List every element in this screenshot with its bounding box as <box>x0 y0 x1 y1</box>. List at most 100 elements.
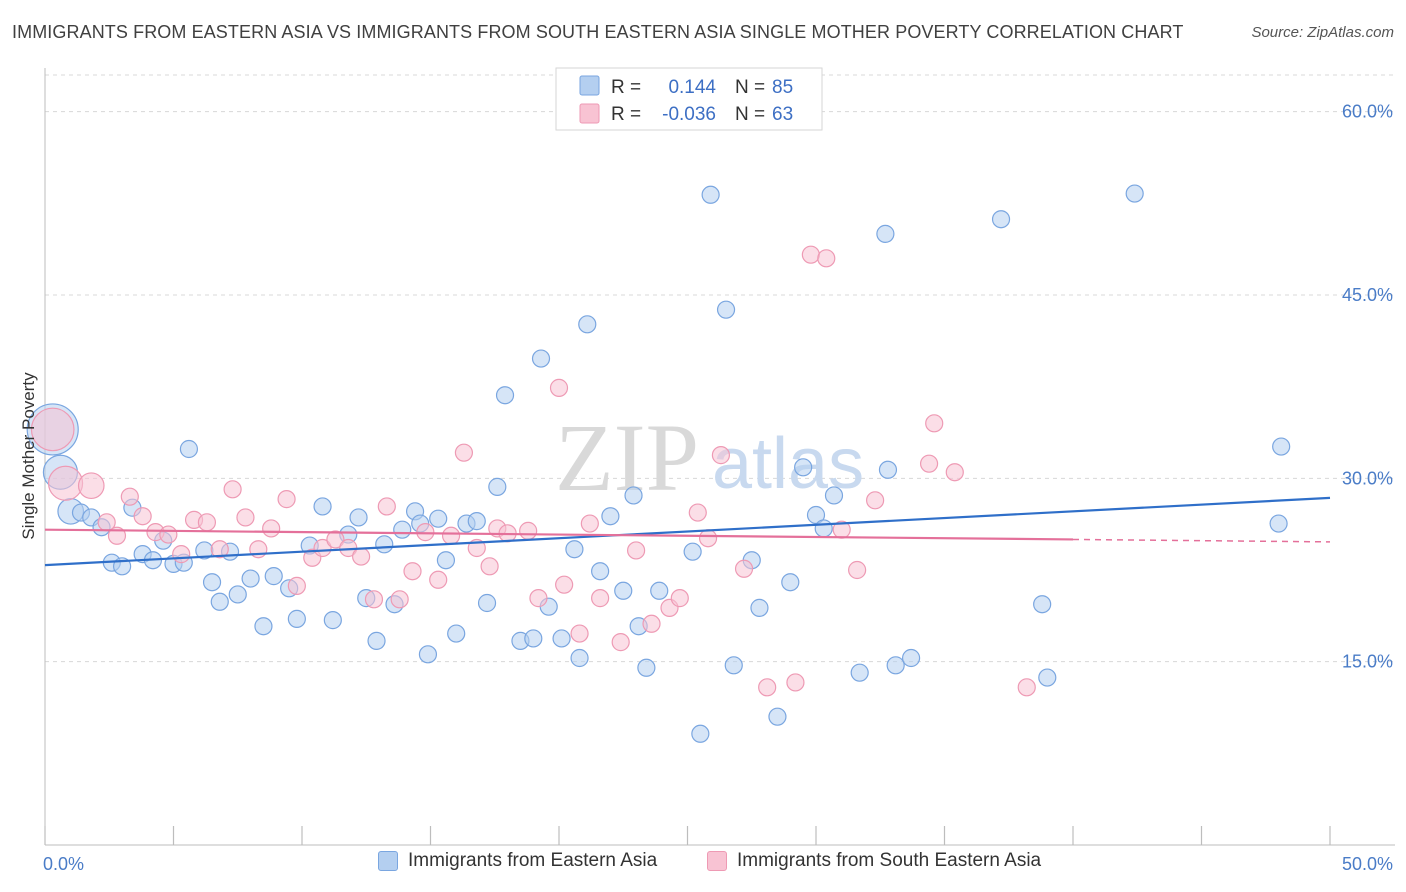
y-tick-label: 45.0% <box>1342 285 1393 305</box>
data-point-south-eastern-asia <box>133 507 152 526</box>
trend-line-extension-south-eastern-asia <box>1072 538 1331 543</box>
series-swatch-pink <box>707 851 727 871</box>
data-point-eastern-asia <box>624 486 643 505</box>
data-point-south-eastern-asia <box>172 545 191 564</box>
data-point-south-eastern-asia <box>377 497 396 516</box>
data-point-south-eastern-asia <box>591 589 610 608</box>
data-point-eastern-asia <box>228 585 247 604</box>
data-point-south-eastern-asia <box>364 590 384 609</box>
legend-n-label-2: N = <box>735 104 765 125</box>
data-point-eastern-asia <box>824 486 844 505</box>
data-point-eastern-asia <box>467 512 486 531</box>
y-tick-label: 60.0% <box>1342 102 1393 122</box>
data-point-eastern-asia <box>367 631 386 650</box>
tick-labels: 15.0% 30.0% 45.0% 60.0% 0.0% 50.0% <box>43 102 1393 874</box>
series-label-eastern-asia: Immigrants from Eastern Asia <box>408 850 658 871</box>
data-point-south-eastern-asia <box>626 541 646 560</box>
data-point-south-eastern-asia <box>817 249 836 268</box>
data-point-eastern-asia <box>876 224 895 243</box>
data-point-south-eastern-asia <box>519 521 538 540</box>
data-point-eastern-asia <box>886 656 905 675</box>
legend-n-label-1: N = <box>735 77 765 98</box>
data-point-eastern-asia <box>814 519 833 538</box>
data-point-south-eastern-asia <box>313 538 332 558</box>
data-point-south-eastern-asia <box>866 491 885 510</box>
data-point-south-eastern-asia <box>197 513 217 532</box>
series-legend-item-eastern-asia: Immigrants from Eastern Asia <box>378 850 657 872</box>
data-point-south-eastern-asia <box>287 576 306 595</box>
data-point-south-eastern-asia <box>642 614 661 633</box>
data-point-eastern-asia <box>794 458 813 477</box>
data-point-eastern-asia <box>488 477 507 496</box>
x-tick-label: 0.0% <box>43 854 84 874</box>
data-point-eastern-asia <box>495 386 515 405</box>
data-point-eastern-asia <box>287 609 306 628</box>
data-point-eastern-asia <box>683 542 702 561</box>
series-label-south-eastern-asia: Immigrants from South Eastern Asia <box>737 850 1042 871</box>
data-point-south-eastern-asia <box>441 526 461 545</box>
source-credit: Source: ZipAtlas.com <box>1251 24 1394 41</box>
data-point-eastern-asia <box>901 648 921 668</box>
data-point-eastern-asia <box>254 617 273 636</box>
data-point-south-eastern-asia <box>429 570 448 589</box>
data-point-eastern-asia <box>524 629 543 648</box>
data-point-eastern-asia <box>878 460 898 479</box>
data-point-eastern-asia <box>323 611 342 630</box>
data-point-south-eastern-asia <box>688 503 707 522</box>
trend-line-south-eastern-asia <box>44 528 1074 541</box>
data-point-south-eastern-asia <box>1017 678 1036 697</box>
series-legend: Immigrants from Eastern Asia Immigrants … <box>0 850 1406 880</box>
data-point-south-eastern-asia <box>570 624 589 643</box>
data-point-eastern-asia <box>724 656 743 675</box>
y-tick-label: 30.0% <box>1342 468 1393 488</box>
data-point-south-eastern-asia <box>801 245 820 264</box>
data-point-south-eastern-asia <box>47 465 84 501</box>
legend-r-label-1: R = <box>611 77 641 98</box>
data-point-eastern-asia <box>313 497 332 516</box>
data-point-eastern-asia <box>701 185 720 204</box>
data-point-eastern-asia <box>781 573 800 592</box>
legend-swatch-pink <box>579 103 600 124</box>
data-point-eastern-asia <box>614 581 633 600</box>
data-point-eastern-asia <box>691 724 710 743</box>
data-point-eastern-asia <box>768 707 787 726</box>
chart-title: IMMIGRANTS FROM EASTERN ASIA VS IMMIGRAN… <box>12 22 1184 42</box>
data-point-eastern-asia <box>1269 514 1288 533</box>
data-point-eastern-asia <box>806 505 826 525</box>
data-point-south-eastern-asia <box>758 678 777 697</box>
data-point-south-eastern-asia <box>580 514 599 533</box>
data-point-south-eastern-asia <box>698 529 718 548</box>
data-point-eastern-asia <box>850 663 869 682</box>
data-point-eastern-asia <box>202 573 222 592</box>
data-point-south-eastern-asia <box>786 673 805 692</box>
data-point-south-eastern-asia <box>403 562 422 581</box>
data-point-south-eastern-asia <box>529 589 548 608</box>
data-point-eastern-asia <box>991 210 1011 229</box>
zipatlas-watermark: ZIP atlas <box>555 404 864 511</box>
data-point-south-eastern-asia <box>107 526 127 545</box>
data-point-eastern-asia <box>601 507 620 526</box>
data-point-eastern-asia <box>565 540 584 559</box>
legend-swatch-blue <box>579 75 600 96</box>
series-swatch-blue <box>378 851 398 871</box>
trend-line-eastern-asia <box>44 496 1331 567</box>
data-point-eastern-asia <box>570 648 589 668</box>
data-point-eastern-asia <box>429 509 448 528</box>
stats-legend: R = 0.144 N = 85 R = -0.036 N = 63 <box>555 67 823 131</box>
data-point-eastern-asia <box>1272 437 1291 456</box>
data-point-south-eastern-asia <box>223 480 242 499</box>
data-point-eastern-asia <box>1038 668 1057 687</box>
data-point-south-eastern-asia <box>236 508 255 527</box>
y-axis-label: Single Mother Poverty <box>19 372 38 540</box>
data-point-south-eastern-asia <box>549 378 569 397</box>
data-point-south-eastern-asia <box>945 463 964 482</box>
data-point-eastern-asia <box>591 562 610 581</box>
trend-lines <box>44 496 1331 567</box>
data-point-eastern-asia <box>375 535 394 554</box>
data-point-eastern-asia <box>1125 184 1144 203</box>
data-point-eastern-asia <box>637 658 656 677</box>
data-point-eastern-asia <box>418 645 438 664</box>
data-point-south-eastern-asia <box>390 590 409 609</box>
data-point-south-eastern-asia <box>919 454 939 473</box>
